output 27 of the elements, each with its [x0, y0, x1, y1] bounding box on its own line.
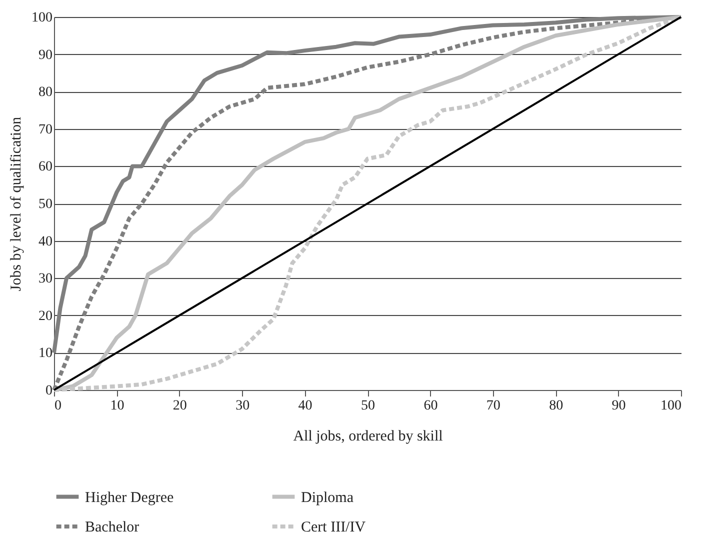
x-tick-label: 40: [298, 398, 312, 414]
x-tick-label: 60: [424, 398, 438, 414]
x-tick-label: 50: [361, 398, 375, 414]
legend-label: Bachelor: [85, 520, 140, 536]
x-tick-label: 30: [236, 398, 250, 414]
y-tick-label: 80: [38, 85, 52, 100]
y-tick-label: 100: [32, 10, 52, 26]
y-tick-label: 30: [38, 272, 52, 287]
legend-label: Diploma: [301, 490, 354, 506]
x-tick-label: 90: [612, 398, 626, 414]
x-tick-label: 100: [660, 398, 682, 414]
legend-label: Higher Degree: [85, 490, 174, 506]
legend-label: Cert III/IV: [301, 520, 366, 536]
y-tick-label: 10: [38, 346, 52, 362]
y-tick-label: 40: [38, 234, 52, 250]
y-tick-label: 70: [38, 122, 52, 138]
x-tick-label: 70: [486, 398, 500, 414]
x-tick-label: 80: [549, 398, 564, 414]
y-tick-label: 0: [46, 384, 52, 398]
y-tick-label: 20: [38, 308, 52, 324]
x-axis-title: All jobs, ordered by skill: [293, 428, 443, 444]
x-tick-label: 20: [172, 398, 187, 414]
y-tick-label: 90: [38, 48, 52, 63]
y-tick-label: 60: [38, 160, 52, 175]
x-tick-label: 10: [110, 398, 124, 414]
y-tick-label: 50: [38, 197, 52, 212]
y-axis-title: Jobs by level of qualification: [8, 116, 24, 292]
